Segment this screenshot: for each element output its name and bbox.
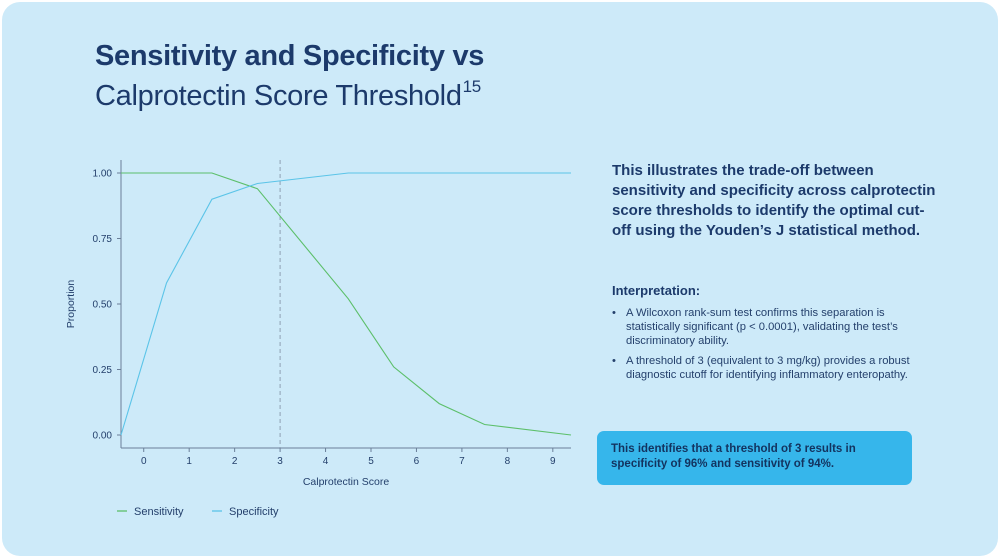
- x-tick-label: 5: [368, 456, 374, 467]
- y-tick-label: 0.50: [93, 300, 113, 311]
- interpretation-heading: Interpretation:: [612, 283, 701, 298]
- x-tick-label: 8: [505, 456, 511, 467]
- title-line-2: Calprotectin Score Threshold15: [95, 77, 481, 113]
- x-tick-label: 9: [550, 456, 556, 467]
- interpretation-bullet: A Wilcoxon rank-sum test confirms this s…: [612, 306, 924, 348]
- chart: 0.00 0.25 0.50 0.75 1.00 0 1 2 3 4 5 6 7 8 9 Calprotect…: [65, 160, 572, 518]
- description: This illustrates the trade-off between s…: [612, 162, 936, 239]
- x-axis-label: Calprotectin Score: [303, 476, 390, 488]
- x-tick-label: 1: [186, 456, 192, 467]
- x-tick-label: 6: [414, 456, 420, 467]
- y-axis-label: Proportion: [65, 280, 77, 329]
- x-tick-label: 2: [232, 456, 238, 467]
- title-line-1: Sensitivity and Specificity vs: [95, 40, 485, 72]
- interpretation-list: A Wilcoxon rank-sum test confirms this s…: [612, 306, 924, 388]
- series-line-specificity: [120, 172, 571, 436]
- interpretation-bullet: A threshold of 3 (equivalent to 3 mg/kg)…: [612, 354, 924, 382]
- legend-label-sensitivity: Sensitivity: [134, 506, 184, 518]
- x-tick-label: 4: [323, 456, 329, 467]
- series-line-sensitivity: [121, 172, 572, 436]
- legend-label-specificity: Specificity: [229, 506, 279, 518]
- x-tick-label: 7: [459, 456, 465, 467]
- x-tick-label: 3: [277, 456, 283, 467]
- callout-box: This identifies that a threshold of 3 re…: [597, 431, 912, 485]
- title-line-2-text: Calprotectin Score Threshold: [95, 80, 462, 112]
- title-reference: 15: [462, 77, 482, 96]
- y-tick-label: 1.00: [93, 169, 113, 180]
- x-tick-label: 0: [141, 456, 147, 467]
- y-tick-label: 0.00: [93, 431, 113, 442]
- y-tick-label: 0.75: [93, 234, 113, 245]
- y-tick-label: 0.25: [93, 365, 113, 376]
